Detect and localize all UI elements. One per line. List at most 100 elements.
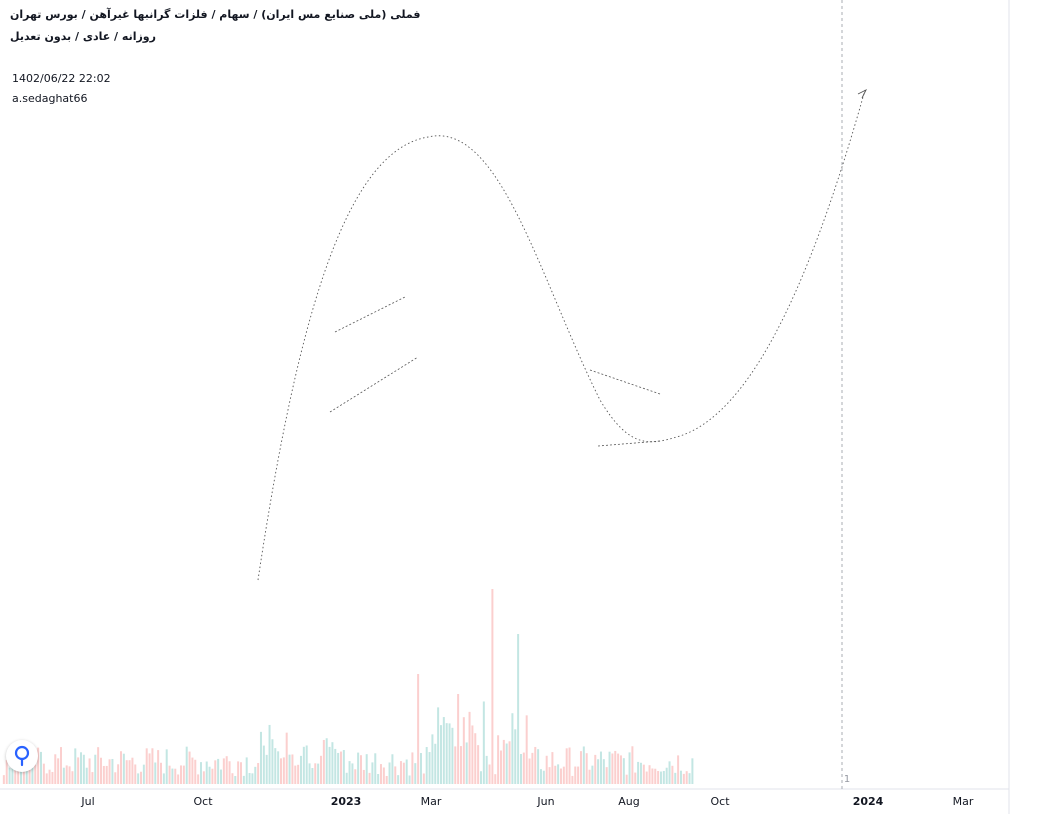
volume-bar [625,774,628,784]
volume-bar [274,748,277,784]
volume-bar [428,752,431,784]
volume-bar [379,764,382,784]
volume-bar [228,761,231,784]
volume-bar [139,771,142,784]
volume-bar [505,743,508,784]
volume-bar [268,724,271,784]
volume-bar [8,767,11,784]
volume-bar [191,757,194,784]
volume-bar [354,769,357,784]
volume-bar [154,762,157,784]
volume-bar [162,773,165,784]
volume-bar [45,773,48,784]
volume-bar [282,757,285,784]
volume-bar [42,763,45,784]
volume-bar [131,757,134,784]
volume-bar [279,758,282,784]
volume-bar [668,761,671,784]
volume-bar [239,762,242,784]
volume-bar [582,746,585,784]
volume-bar [19,761,22,784]
volume-bar [111,758,114,784]
volume-bar [51,771,54,784]
volume-bar [665,767,668,784]
volume-bar [225,756,228,784]
volume-bar [257,763,260,784]
volume-bar [465,742,468,784]
volume-bar [99,757,102,784]
volume-bar [259,731,262,784]
projection-curve [257,89,866,581]
volume-bar [468,711,471,784]
volume-bar [417,674,420,784]
volume-bar [108,759,111,784]
volume-bar [659,771,662,784]
volume-bar [214,760,217,784]
volume-bar [494,774,497,784]
volume-bar [297,764,300,784]
volume-bar [602,759,605,784]
volume-bar [457,694,460,784]
volume-bar [388,762,391,784]
volume-bar [528,758,531,784]
volume-bar [385,775,388,784]
volume-bar [677,755,680,784]
volume-bar [308,763,311,784]
volume-bar [345,772,348,784]
channel-line [597,440,661,447]
volume-bar [97,747,100,784]
volume-bar [231,773,234,784]
author-name: a.sedaghat66 [12,92,88,105]
volume-bar [399,761,402,784]
volume-bar [265,754,268,784]
volume-bar [348,761,351,784]
volume-bar [674,772,677,784]
volume-bars [2,589,694,784]
volume-bar [302,746,305,784]
volume-bar [645,771,648,784]
volume-bar [34,764,37,784]
volume-bar [288,754,291,784]
volume-bar [534,746,537,784]
volume-bar [294,765,297,784]
volume-bar [371,762,374,784]
volume-bar [357,752,360,784]
volume-bar [657,771,660,784]
volume-bar [688,773,691,784]
volume-bar [439,725,442,784]
volume-bar [365,754,368,784]
volume-bar [554,765,557,784]
volume-bar [54,754,57,784]
volume-bar [634,772,637,784]
volume-bar [551,752,554,784]
volume-bar [359,755,362,784]
volume-bar [682,773,685,784]
volume-bar [474,733,477,784]
x-tick-label: Mar [953,795,974,808]
volume-bar [325,738,328,784]
logo-icon[interactable] [6,740,38,772]
volume-bar [142,764,145,784]
volume-bar [337,752,340,784]
volume-bar [691,758,694,784]
volume-bar [425,747,428,784]
volume-bar [497,735,500,784]
volume-bar [5,759,8,784]
x-tick-label: Jun [536,795,554,808]
volume-bar [39,751,42,784]
volume-bar [105,765,108,784]
volume-bar [62,767,65,784]
volume-bar [437,707,440,784]
volume-bar [462,717,465,784]
volume-bar [71,771,74,784]
wave-annotations: 1(12589)0.618(10294)1.618(10506)1(7682)(… [257,88,868,581]
volume-bar [685,771,688,784]
volume-bar [182,765,185,784]
channel-line [334,296,406,333]
projection-arrow [857,88,868,99]
volume-bar [208,766,211,784]
volume-bar [605,767,608,784]
volume-bar [188,751,191,784]
